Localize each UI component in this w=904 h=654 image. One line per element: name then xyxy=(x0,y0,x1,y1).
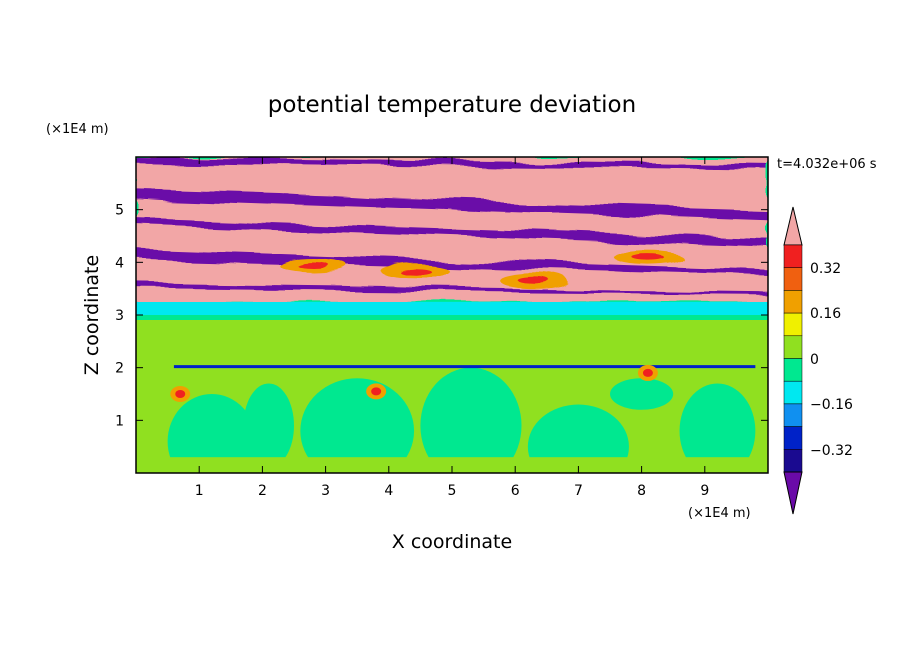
colorbar-cell xyxy=(783,290,803,314)
y-tick-label: 3 xyxy=(115,308,124,324)
colorbar-cell xyxy=(783,449,803,473)
upper-bands xyxy=(136,157,768,302)
purple-band xyxy=(136,283,768,294)
y-tick-label: 1 xyxy=(115,413,124,429)
x-tick-label: 9 xyxy=(700,483,709,499)
time-label: t=4.032e+06 s xyxy=(777,157,877,172)
mint-blob xyxy=(243,383,294,468)
y-tick-label: 4 xyxy=(115,255,124,271)
colorbar-label: 0 xyxy=(810,352,819,368)
purple-band xyxy=(136,217,768,247)
warm-core xyxy=(642,368,653,377)
x-tick-label: 7 xyxy=(574,483,583,499)
purple-band xyxy=(136,191,768,221)
y-unit-label: (×1E4 m) xyxy=(46,122,109,137)
mint-blob xyxy=(420,367,522,473)
mint-blob xyxy=(527,404,629,473)
colorbar-cell xyxy=(783,335,803,359)
dark-band xyxy=(173,364,756,369)
colorbar-cell xyxy=(783,358,803,382)
colorbar-top-arrow xyxy=(783,206,803,246)
x-tick-label: 8 xyxy=(637,483,646,499)
warm-band-core xyxy=(398,267,431,274)
x-unit-label: (×1E4 m) xyxy=(688,506,751,521)
x-tick-label: 4 xyxy=(384,483,393,499)
mint-blob xyxy=(167,394,257,473)
warm-band-core xyxy=(518,277,551,284)
colorbar-cell xyxy=(783,267,803,291)
warm-core xyxy=(371,387,382,396)
colorbar-cell xyxy=(783,380,803,405)
x-tick-label: 1 xyxy=(195,483,204,499)
colorbar-cell xyxy=(783,244,803,268)
colorbar-cell xyxy=(783,403,803,427)
purple-band xyxy=(136,249,768,276)
warm-band-core xyxy=(631,254,664,261)
colorbar-bottom-arrow xyxy=(783,471,803,515)
colorbar: 0.32 0.16 0 −0.16 −0.32 xyxy=(783,206,853,515)
colorbar-label: 0.16 xyxy=(810,306,841,322)
colorbar-label: −0.32 xyxy=(810,443,853,459)
colorbar-label: 0.32 xyxy=(810,261,841,277)
y-tick-label: 5 xyxy=(115,203,124,219)
axis-ticks: 1 2 3 4 5 6 7 8 9 1 2 3 4 5 xyxy=(115,157,768,499)
x-axis-label: X coordinate xyxy=(392,531,512,553)
x-tick-label: 6 xyxy=(511,483,520,499)
warm-core xyxy=(175,390,186,398)
mint-blob xyxy=(679,383,756,473)
x-tick-label: 2 xyxy=(258,483,267,499)
cyan-edge xyxy=(136,315,768,320)
y-axis-label: Z coordinate xyxy=(81,255,103,375)
chart-title: potential temperature deviation xyxy=(268,92,636,118)
x-tick-label: 5 xyxy=(448,483,457,499)
mint-blob xyxy=(300,378,415,473)
colorbar-label: −0.16 xyxy=(810,397,853,413)
contour-field xyxy=(136,157,768,473)
warm-band-core xyxy=(296,261,329,268)
colorbar-cell xyxy=(783,312,803,337)
colorbar-cell xyxy=(783,426,803,450)
mint-blob xyxy=(610,378,674,410)
x-tick-label: 3 xyxy=(321,483,330,499)
bottom-green-band xyxy=(136,457,768,473)
cyan-band xyxy=(136,301,768,315)
y-tick-label: 2 xyxy=(115,361,124,377)
